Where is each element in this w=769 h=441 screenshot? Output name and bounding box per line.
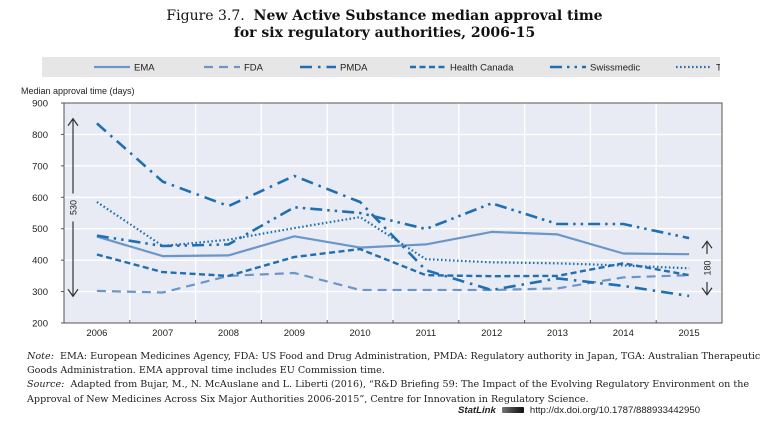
- legend-label: PMDA: [340, 63, 368, 74]
- arrow-head-up-icon: [701, 240, 713, 249]
- legend-item: PMDA: [300, 63, 368, 74]
- y-tick-label: 500: [32, 224, 48, 235]
- legend-item: FDA: [204, 63, 264, 74]
- x-tick-label: 2012: [481, 328, 502, 339]
- statlink: StatLink http://dx.doi.org/10.1787/888933…: [458, 405, 700, 416]
- y-tick-label: 900: [32, 99, 48, 110]
- y-tick-label: 400: [32, 256, 48, 267]
- range-label: 180: [703, 260, 713, 275]
- series-line: [96, 230, 690, 258]
- legend-item: TGA: [676, 63, 720, 74]
- statlink-url[interactable]: http://dx.doi.org/10.1787/888933442950: [529, 405, 701, 416]
- legend-label: Swissmedic: [590, 63, 640, 74]
- legend-label: TGA: [716, 63, 720, 74]
- x-tick-label: 2009: [284, 328, 305, 339]
- y-tick-label: 800: [32, 130, 48, 141]
- source-label: Source:: [27, 379, 65, 391]
- range-annotation: 530: [67, 117, 79, 298]
- figure-title-line2: for six regulatory authorities, 2006-15: [233, 25, 536, 41]
- x-tick-label: 2006: [86, 328, 107, 339]
- source-text: Adapted from Bujar, M., N. McAuslane and…: [27, 379, 750, 405]
- x-tick-label: 2014: [613, 328, 634, 339]
- legend-label: FDA: [244, 63, 264, 74]
- arrow-head-down-icon: [701, 287, 713, 296]
- statlink-brand: StatLink: [458, 405, 496, 416]
- figure-title: Figure 3.7. New Active Substance median …: [0, 8, 769, 42]
- arrow-head-up-icon: [67, 117, 79, 127]
- arrow-head-down-icon: [67, 288, 79, 298]
- series-pmda: [96, 122, 690, 298]
- legend-label: EMA: [134, 63, 155, 74]
- legend-label: Health Canada: [450, 63, 514, 74]
- legend-item: EMA: [94, 63, 155, 74]
- y-tick-label: 600: [32, 193, 48, 204]
- range-label: 530: [69, 200, 79, 215]
- series-health-canada: [96, 247, 690, 278]
- source-paragraph: Source: Adapted from Bujar, M., N. McAus…: [27, 378, 767, 406]
- x-tick-label: 2007: [152, 328, 173, 339]
- x-tick-label: 2013: [547, 328, 568, 339]
- statlink-logo-icon: [501, 407, 524, 414]
- note-paragraph: Note: EMA: European Medicines Agency, FD…: [27, 350, 767, 378]
- legend-item: Swissmedic: [550, 63, 640, 74]
- chart-legend: EMA FDA PMDA Health Canada Swissmedic TGA: [42, 57, 720, 77]
- series-line: [96, 247, 690, 278]
- figure-number: Figure 3.7.: [166, 8, 245, 24]
- y-tick-label: 200: [32, 319, 48, 330]
- x-tick-label: 2015: [679, 328, 700, 339]
- series-line: [96, 122, 690, 298]
- series-tga: [96, 201, 690, 270]
- x-tick-label: 2008: [218, 328, 239, 339]
- series-ema: [96, 230, 690, 258]
- note-label: Note:: [27, 351, 54, 362]
- series-line: [96, 201, 690, 270]
- chart-notes: Note: EMA: European Medicines Agency, FD…: [27, 350, 767, 407]
- figure-title-line1: New Active Substance median approval tim…: [253, 8, 603, 24]
- y-tick-label: 300: [32, 287, 48, 298]
- line-chart: 200 300 400 500 600 700 800 900 2006 2007 2008 2009…: [32, 99, 723, 339]
- x-tick-label: 2010: [350, 328, 371, 339]
- series-line: [96, 202, 690, 248]
- y-axis-title: Median approval time (days): [21, 86, 135, 96]
- range-annotation: 180: [701, 240, 713, 296]
- legend-item: Health Canada: [410, 63, 514, 74]
- note-text: EMA: European Medicines Agency, FDA: US …: [27, 351, 761, 377]
- legend-svg: EMA FDA PMDA Health Canada Swissmedic TGA: [94, 63, 720, 74]
- x-tick-label: 2011: [416, 328, 436, 339]
- y-tick-label: 700: [32, 161, 48, 172]
